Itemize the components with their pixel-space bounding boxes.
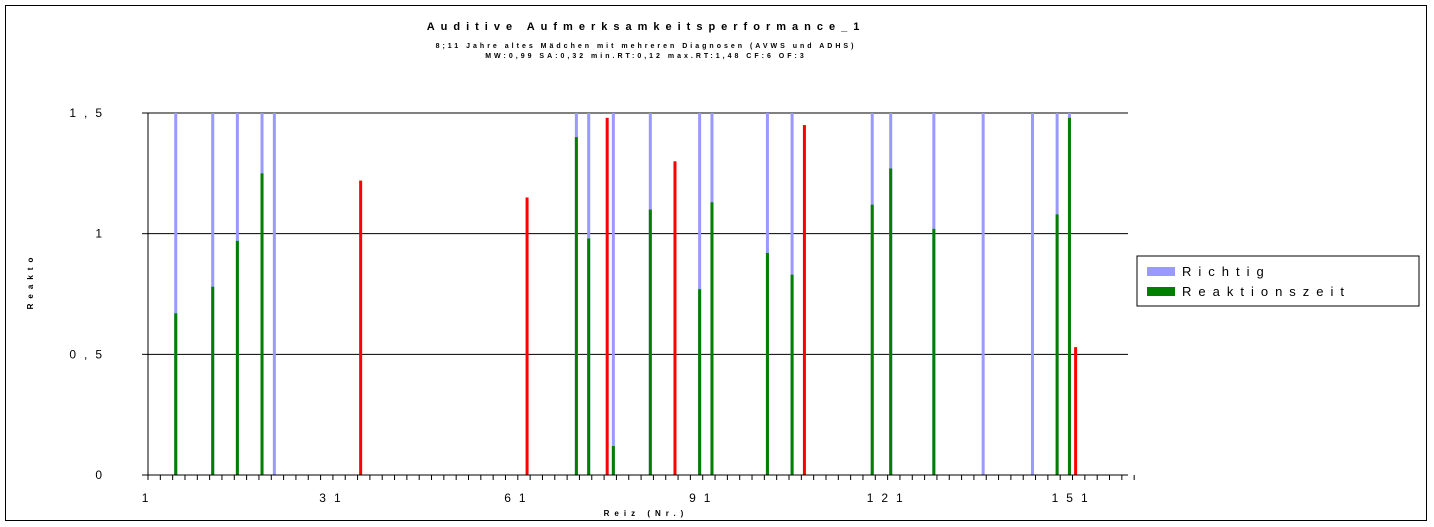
x-tick-label: 1 — [142, 491, 157, 505]
legend: Richtig Reaktionszeit — [1136, 255, 1420, 307]
y-tick-label: 1 — [95, 227, 110, 241]
x-tick-label: 61 — [504, 491, 533, 505]
bar-reaktionszeit — [648, 209, 652, 476]
bar-error — [802, 125, 806, 476]
bar-reaktionszeit — [260, 173, 264, 476]
x-tick-label: 151 — [1052, 491, 1096, 505]
bar-richtig — [272, 113, 276, 475]
bar-reaktionszeit — [698, 289, 702, 475]
bar-reaktionszeit — [765, 252, 769, 475]
y-tick-label: 0,5 — [69, 347, 110, 361]
legend-swatch-richtig — [1147, 267, 1175, 276]
bar-reaktionszeit — [174, 313, 178, 475]
bar-reaktionszeit — [574, 137, 578, 475]
x-tick-label: 121 — [867, 491, 911, 505]
bar-reaktionszeit — [211, 286, 215, 475]
bar-richtig — [611, 113, 615, 475]
x-axis-label: Reiz (Nr.) — [604, 509, 689, 518]
bar-reaktionszeit — [611, 446, 615, 475]
y-tick-label: 0 — [95, 468, 110, 482]
legend-label-reaktionszeit: Reaktionszeit — [1182, 284, 1351, 299]
bar-reaktionszeit — [932, 228, 936, 475]
chart-title: Auditive Aufmerksamkeitsperformance_1 — [427, 21, 866, 33]
bar-error — [525, 197, 529, 475]
bars — [174, 113, 1078, 476]
legend-box — [1136, 255, 1420, 307]
grid — [148, 112, 1128, 355]
bar-error — [673, 161, 677, 475]
bar-reaktionszeit — [1055, 214, 1059, 476]
x-tick-label: 91 — [689, 491, 718, 505]
bar-richtig — [981, 113, 985, 475]
bar-reaktionszeit — [587, 238, 591, 475]
legend-label-richtig: Richtig — [1182, 264, 1271, 279]
chart: Auditive Aufmerksamkeitsperformance_1 8;… — [26, 21, 1420, 518]
bar-error — [359, 180, 363, 475]
chart-subtitle-1: 8;11 Jahre altes Mädchen mit mehreren Di… — [436, 43, 857, 50]
chart-subtitle-2: MW:0,99 SA:0,32 min.RT:0,12 max.RT:1,48 … — [485, 53, 807, 60]
bar-reaktionszeit — [235, 240, 239, 475]
y-tick-label: 1,5 — [69, 106, 110, 120]
legend-swatch-reaktionszeit — [1147, 287, 1175, 296]
bar-reaktionszeit — [790, 274, 794, 475]
bar-reaktionszeit — [710, 202, 714, 475]
axes: 0 0,5 1 1,5 1 31 61 91 121 151 — [69, 106, 1135, 505]
bar-error — [605, 117, 609, 476]
bar-reaktionszeit — [889, 168, 893, 476]
bar-reaktionszeit — [870, 204, 874, 475]
bar-error — [1074, 347, 1078, 475]
x-tick-label: 31 — [319, 491, 348, 505]
bar-richtig — [174, 113, 178, 475]
bar-richtig — [1030, 113, 1034, 475]
chart-frame: Auditive Aufmerksamkeitsperformance_1 8;… — [5, 5, 1427, 521]
y-axis-label: Reakto — [26, 253, 35, 310]
bar-reaktionszeit — [1067, 117, 1071, 476]
